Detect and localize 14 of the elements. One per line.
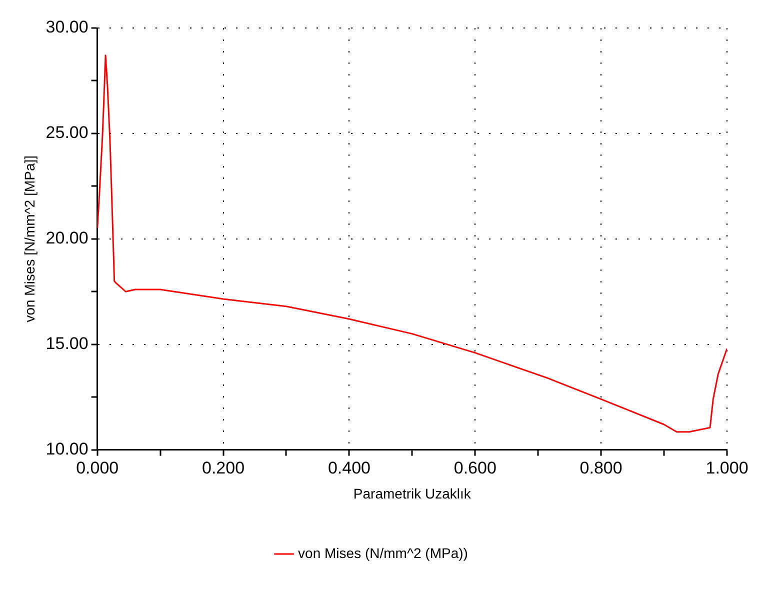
y-tick-label: 10.00 — [46, 439, 88, 458]
x-tick-label: 0.600 — [454, 458, 496, 478]
x-tick-label: 0.000 — [76, 458, 119, 478]
legend-label: von Mises (N/mm^2 (MPa)) — [298, 544, 468, 561]
y-tick-label: 20.00 — [46, 228, 88, 248]
x-tick-label: 1.000 — [706, 458, 748, 478]
x-tick-label: 0.800 — [580, 458, 622, 478]
x-tick-label: 0.400 — [328, 458, 370, 478]
x-tick-label: 0.200 — [202, 458, 245, 478]
y-axis-title: von Mises [N/mm^2 [MPa]] — [21, 155, 38, 322]
x-axis-title: Parametrik Uzaklık — [353, 485, 472, 502]
y-tick-label: 25.00 — [46, 123, 88, 142]
y-tick-label: 30.00 — [46, 18, 88, 37]
y-tick-label: 15.00 — [46, 334, 88, 354]
